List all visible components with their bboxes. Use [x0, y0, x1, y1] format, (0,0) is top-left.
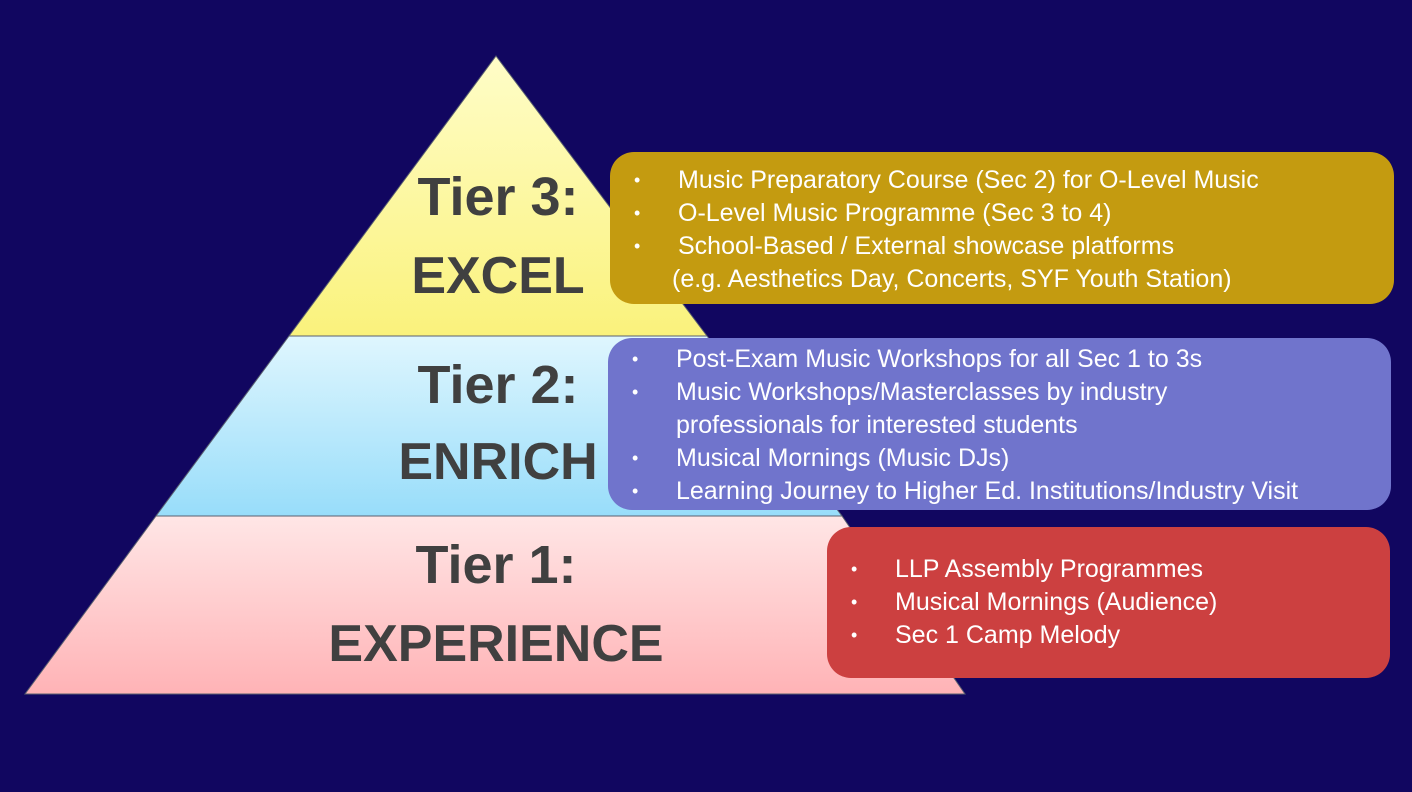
tier2-label: Tier 2: ENRICH: [370, 358, 626, 488]
tier1-label: Tier 1: EXPERIENCE: [296, 538, 696, 670]
tier2-number: Tier 2:: [417, 355, 579, 415]
list-item: School-Based / External showcase platfor…: [634, 230, 1394, 296]
list-item: Sec 1 Camp Melody: [851, 619, 1390, 652]
list-item: Music Preparatory Course (Sec 2) for O-L…: [634, 164, 1394, 197]
list-item: Musical Mornings (Audience): [851, 586, 1390, 619]
list-item: Music Workshops/Masterclasses by industr…: [632, 376, 1391, 442]
list-item: Musical Mornings (Music DJs): [632, 442, 1391, 475]
tier3-label: Tier 3: EXCEL: [370, 170, 626, 302]
tier2-activities-box: Post-Exam Music Workshops for all Sec 1 …: [608, 338, 1391, 510]
tier1-activities-box: LLP Assembly Programmes Musical Mornings…: [827, 527, 1390, 678]
list-item: Learning Journey to Higher Ed. Instituti…: [632, 475, 1391, 508]
tier1-activity-list: LLP Assembly Programmes Musical Mornings…: [851, 553, 1390, 652]
list-item: LLP Assembly Programmes: [851, 553, 1390, 586]
tier3-name: EXCEL: [411, 247, 585, 305]
list-item: Post-Exam Music Workshops for all Sec 1 …: [632, 343, 1391, 376]
tier3-number: Tier 3:: [417, 167, 579, 227]
tier1-number: Tier 1:: [415, 535, 577, 595]
tier3-activities-box: Music Preparatory Course (Sec 2) for O-L…: [610, 152, 1394, 304]
tier3-activity-list: Music Preparatory Course (Sec 2) for O-L…: [634, 164, 1394, 296]
list-item: O-Level Music Programme (Sec 3 to 4): [634, 197, 1394, 230]
pyramid-tier1-section: [24, 515, 966, 695]
tier2-name: ENRICH: [398, 433, 598, 491]
tier1-name: EXPERIENCE: [328, 615, 664, 673]
tier2-activity-list: Post-Exam Music Workshops for all Sec 1 …: [632, 343, 1391, 508]
list-item-continuation: (e.g. Aesthetics Day, Concerts, SYF Yout…: [672, 265, 1232, 293]
list-item-continuation: professionals for interested students: [676, 411, 1078, 439]
